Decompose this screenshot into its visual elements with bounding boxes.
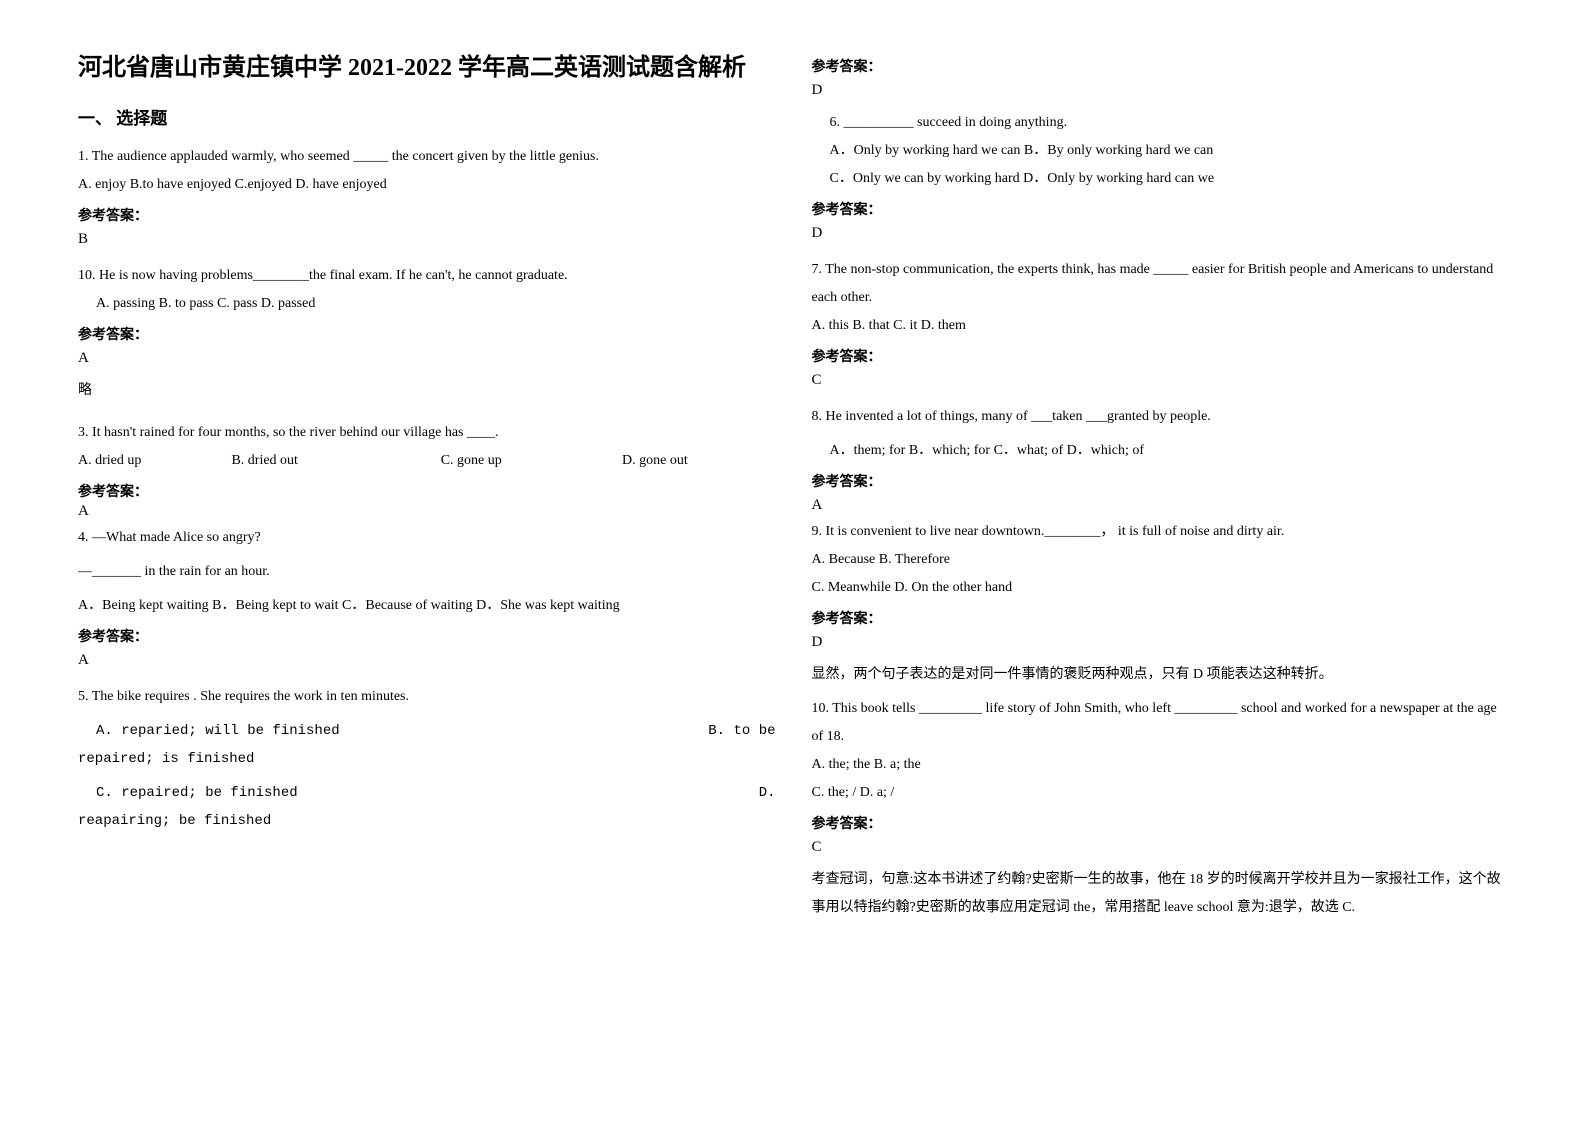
q5-row1: A. reparied; will be finished B. to be xyxy=(78,717,776,745)
right-column: 参考答案： D 6. __________ succeed in doing a… xyxy=(794,50,1528,1082)
q10a-stem: 10. He is now having problems________the… xyxy=(78,262,776,290)
q8-options: A．them; for B．which; for C．what; of D．wh… xyxy=(812,437,1510,465)
q5-row2: C. repaired; be finished D. xyxy=(78,779,776,807)
q10b-answer: C xyxy=(812,839,1510,856)
q3-opt-b: B. dried out xyxy=(231,447,440,475)
q6-opts-cd: C．Only we can by working hard D．Only by … xyxy=(812,165,1510,193)
q9-opts-ab: A. Because B. Therefore xyxy=(812,546,1510,574)
q6-answer: D xyxy=(812,225,1510,242)
answer-label: 参考答案： xyxy=(78,481,776,501)
question-1: 1. The audience applauded warmly, who se… xyxy=(78,143,776,248)
answer-label: 参考答案： xyxy=(812,199,1510,219)
q3-opt-c: C. gone up xyxy=(441,447,622,475)
section-heading: 一、 选择题 xyxy=(78,104,776,129)
q10b-opts-ab: A. the; the B. a; the xyxy=(812,751,1510,779)
question-10b: 10. This book tells _________ life story… xyxy=(812,695,1510,922)
question-10a: 10. He is now having problems________the… xyxy=(78,262,776,405)
left-column: 河北省唐山市黄庄镇中学 2021-2022 学年高二英语测试题含解析 一、 选择… xyxy=(60,50,794,1082)
question-5: 5. The bike requires . She requires the … xyxy=(78,683,776,835)
q10b-opts-cd: C. the; / D. a; / xyxy=(812,779,1510,807)
question-4: 4. —What made Alice so angry? —_______ i… xyxy=(78,524,776,669)
q5-answer: D xyxy=(812,82,1510,99)
answer-label: 参考答案： xyxy=(78,205,776,225)
page-title: 河北省唐山市黄庄镇中学 2021-2022 学年高二英语测试题含解析 xyxy=(78,50,776,86)
q4-answer: A xyxy=(78,652,776,669)
q5-opt-b-start: B. to be xyxy=(708,717,775,745)
q1-options: A. enjoy B.to have enjoyed C.enjoyed D. … xyxy=(78,171,776,199)
q5-row2b: reapairing; be finished xyxy=(78,807,776,835)
answer-label: 参考答案： xyxy=(812,56,1510,76)
q7-options: A. this B. that C. it D. them xyxy=(812,312,1510,340)
q1-answer: B xyxy=(78,231,776,248)
q5-stem: 5. The bike requires . She requires the … xyxy=(78,683,776,711)
q10b-note: 考查冠词，句意:这本书讲述了约翰?史密斯一生的故事，他在 18 岁的时候离开学校… xyxy=(812,866,1510,922)
q1-stem: 1. The audience applauded warmly, who se… xyxy=(78,143,776,171)
answer-label: 参考答案： xyxy=(78,626,776,646)
q3-answer: A xyxy=(78,503,776,520)
answer-label: 参考答案： xyxy=(78,324,776,344)
q5-opt-a: A. reparied; will be finished xyxy=(78,717,340,745)
q6-opts-ab: A．Only by working hard we can B．By only … xyxy=(812,137,1510,165)
q8-stem: 8. He invented a lot of things, many of … xyxy=(812,403,1510,431)
answer-label: 参考答案： xyxy=(812,813,1510,833)
q7-stem: 7. The non-stop communication, the exper… xyxy=(812,256,1510,312)
q10b-stem: 10. This book tells _________ life story… xyxy=(812,695,1510,751)
q9-opts-cd: C. Meanwhile D. On the other hand xyxy=(812,574,1510,602)
q5-opt-d-start: D. xyxy=(759,779,776,807)
q4-stem: 4. —What made Alice so angry? xyxy=(78,524,776,552)
q7-answer: C xyxy=(812,372,1510,389)
answer-label: 参考答案： xyxy=(812,471,1510,491)
q9-answer: D xyxy=(812,634,1510,651)
q8-answer: A xyxy=(812,497,1510,514)
q5-row1b: repaired; is finished xyxy=(78,745,776,773)
q4-stem2: —_______ in the rain for an hour. xyxy=(78,558,776,586)
q10a-note: 略 xyxy=(78,377,776,405)
question-6: 6. __________ succeed in doing anything.… xyxy=(812,109,1510,242)
question-7: 7. The non-stop communication, the exper… xyxy=(812,256,1510,389)
q9-stem: 9. It is convenient to live near downtow… xyxy=(812,518,1510,546)
q10a-answer: A xyxy=(78,350,776,367)
q3-options-row: A. dried up B. dried out C. gone up D. g… xyxy=(78,447,776,475)
answer-label: 参考答案： xyxy=(812,608,1510,628)
q3-opt-d: D. gone out xyxy=(622,447,688,475)
answer-label: 参考答案： xyxy=(812,346,1510,366)
q3-opt-a: A. dried up xyxy=(78,447,231,475)
question-3: 3. It hasn't rained for four months, so … xyxy=(78,419,776,520)
q5-opt-c: C. repaired; be finished xyxy=(78,779,298,807)
q9-note: 显然，两个句子表达的是对同一件事情的褒贬两种观点，只有 D 项能表达这种转折。 xyxy=(812,661,1510,689)
q6-stem: 6. __________ succeed in doing anything. xyxy=(812,109,1510,137)
q10a-options: A. passing B. to pass C. pass D. passed xyxy=(78,290,776,318)
q3-stem: 3. It hasn't rained for four months, so … xyxy=(78,419,776,447)
question-8: 8. He invented a lot of things, many of … xyxy=(812,403,1510,514)
q4-options: A．Being kept waiting B．Being kept to wai… xyxy=(78,592,776,620)
question-9: 9. It is convenient to live near downtow… xyxy=(812,518,1510,689)
